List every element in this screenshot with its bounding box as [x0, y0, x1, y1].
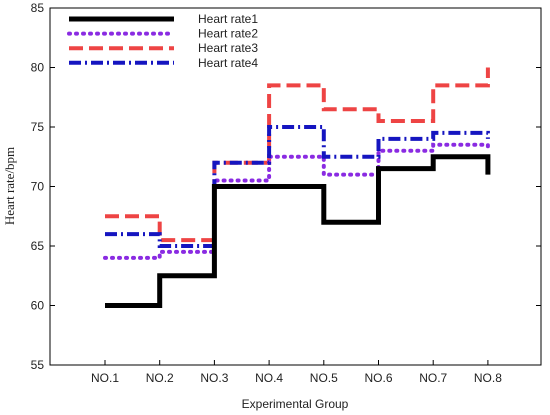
x-tick-label: NO.3 — [200, 371, 228, 385]
x-tick-label: NO.7 — [419, 371, 447, 385]
x-axis-title: Experimental Group — [242, 397, 349, 411]
y-tick-label: 80 — [31, 61, 45, 75]
y-tick-label: 60 — [31, 299, 45, 313]
series-line-heart-rate-4 — [105, 125, 490, 248]
y-tick-label: 70 — [31, 180, 45, 194]
x-tick-label: NO.2 — [146, 371, 174, 385]
y-tick-label: 65 — [31, 239, 45, 253]
series-line-heart-rate-3 — [105, 67, 490, 243]
legend-label-3: Heart rate3 — [198, 41, 258, 55]
x-tick-label: NO.5 — [310, 371, 338, 385]
legend-label-1: Heart rate1 — [198, 12, 258, 26]
y-axis-title: Heart rate/bpm — [2, 147, 17, 225]
series-line-heart-rate-2 — [103, 142, 490, 260]
x-tick-label: NO.8 — [474, 371, 502, 385]
series-layer — [103, 67, 491, 308]
y-tick-label: 75 — [31, 120, 45, 134]
x-tick-label: NO.4 — [255, 371, 283, 385]
legend-label-2: Heart rate2 — [198, 27, 258, 41]
y-tick-label: 85 — [31, 1, 45, 15]
legend-label-4: Heart rate4 — [198, 56, 258, 70]
series-line-heart-rate-1 — [105, 154, 491, 308]
x-tick-label: NO.1 — [91, 371, 119, 385]
y-axis-ticks: 55 60 65 70 75 80 85 — [31, 1, 541, 372]
x-axis-ticks: NO.1 NO.2 NO.3 NO.4 NO.5 NO.6 NO.7 NO.8 — [91, 360, 502, 385]
y-tick-label: 55 — [31, 358, 45, 372]
x-tick-label: NO.6 — [364, 371, 392, 385]
